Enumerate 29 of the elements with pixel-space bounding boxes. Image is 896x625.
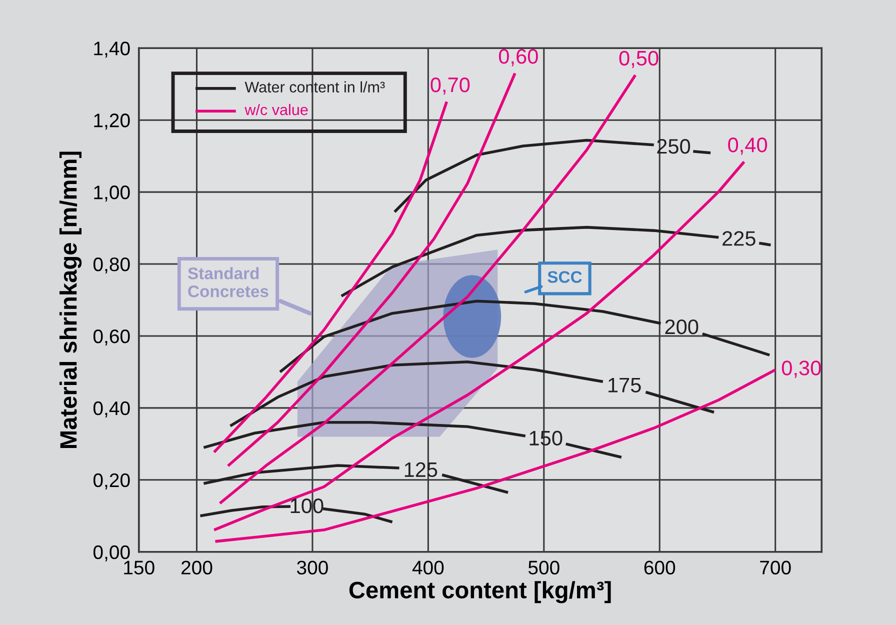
series-label: 0,60 bbox=[498, 49, 538, 66]
y-tick-label: 1,20 bbox=[94, 114, 130, 130]
y-tick-label: 0,20 bbox=[93, 473, 130, 490]
annotation: w/c value bbox=[244, 104, 308, 116]
series-label: 0,70 bbox=[430, 77, 470, 95]
x-tick-label: 600 bbox=[644, 560, 676, 574]
series-label: 225 bbox=[722, 231, 756, 246]
series-label: 175 bbox=[608, 378, 641, 392]
y-tick-label: 0,00 bbox=[93, 545, 130, 562]
annotation: Standard Concretes bbox=[188, 267, 268, 298]
x-axis-title: Cement content [kg/m³] bbox=[349, 581, 611, 604]
y-tick-label: 1,40 bbox=[94, 42, 130, 58]
series-label: 200 bbox=[665, 319, 698, 334]
x-tick-label: 300 bbox=[296, 560, 328, 574]
line-series bbox=[214, 368, 777, 543]
x-tick-label: 200 bbox=[182, 560, 212, 574]
series-label: 0,50 bbox=[619, 50, 658, 68]
series-label: 0,30 bbox=[782, 360, 821, 378]
y-tick-label: 1,00 bbox=[94, 186, 130, 202]
x-tick-label: 700 bbox=[760, 560, 791, 574]
y-tick-label: 0,40 bbox=[93, 401, 130, 418]
y-tick-label: 0,80 bbox=[93, 257, 130, 274]
x-tick-label: 400 bbox=[412, 560, 444, 574]
y-axis-title: Material shrinkage [m/mm] bbox=[59, 152, 82, 448]
series-label: 0,40 bbox=[728, 138, 768, 155]
x-tick-label: 500 bbox=[528, 560, 560, 574]
x-tick-label: 150 bbox=[124, 560, 154, 574]
y-tick-label: 0,60 bbox=[93, 329, 130, 346]
annotation: SCC bbox=[548, 271, 582, 283]
